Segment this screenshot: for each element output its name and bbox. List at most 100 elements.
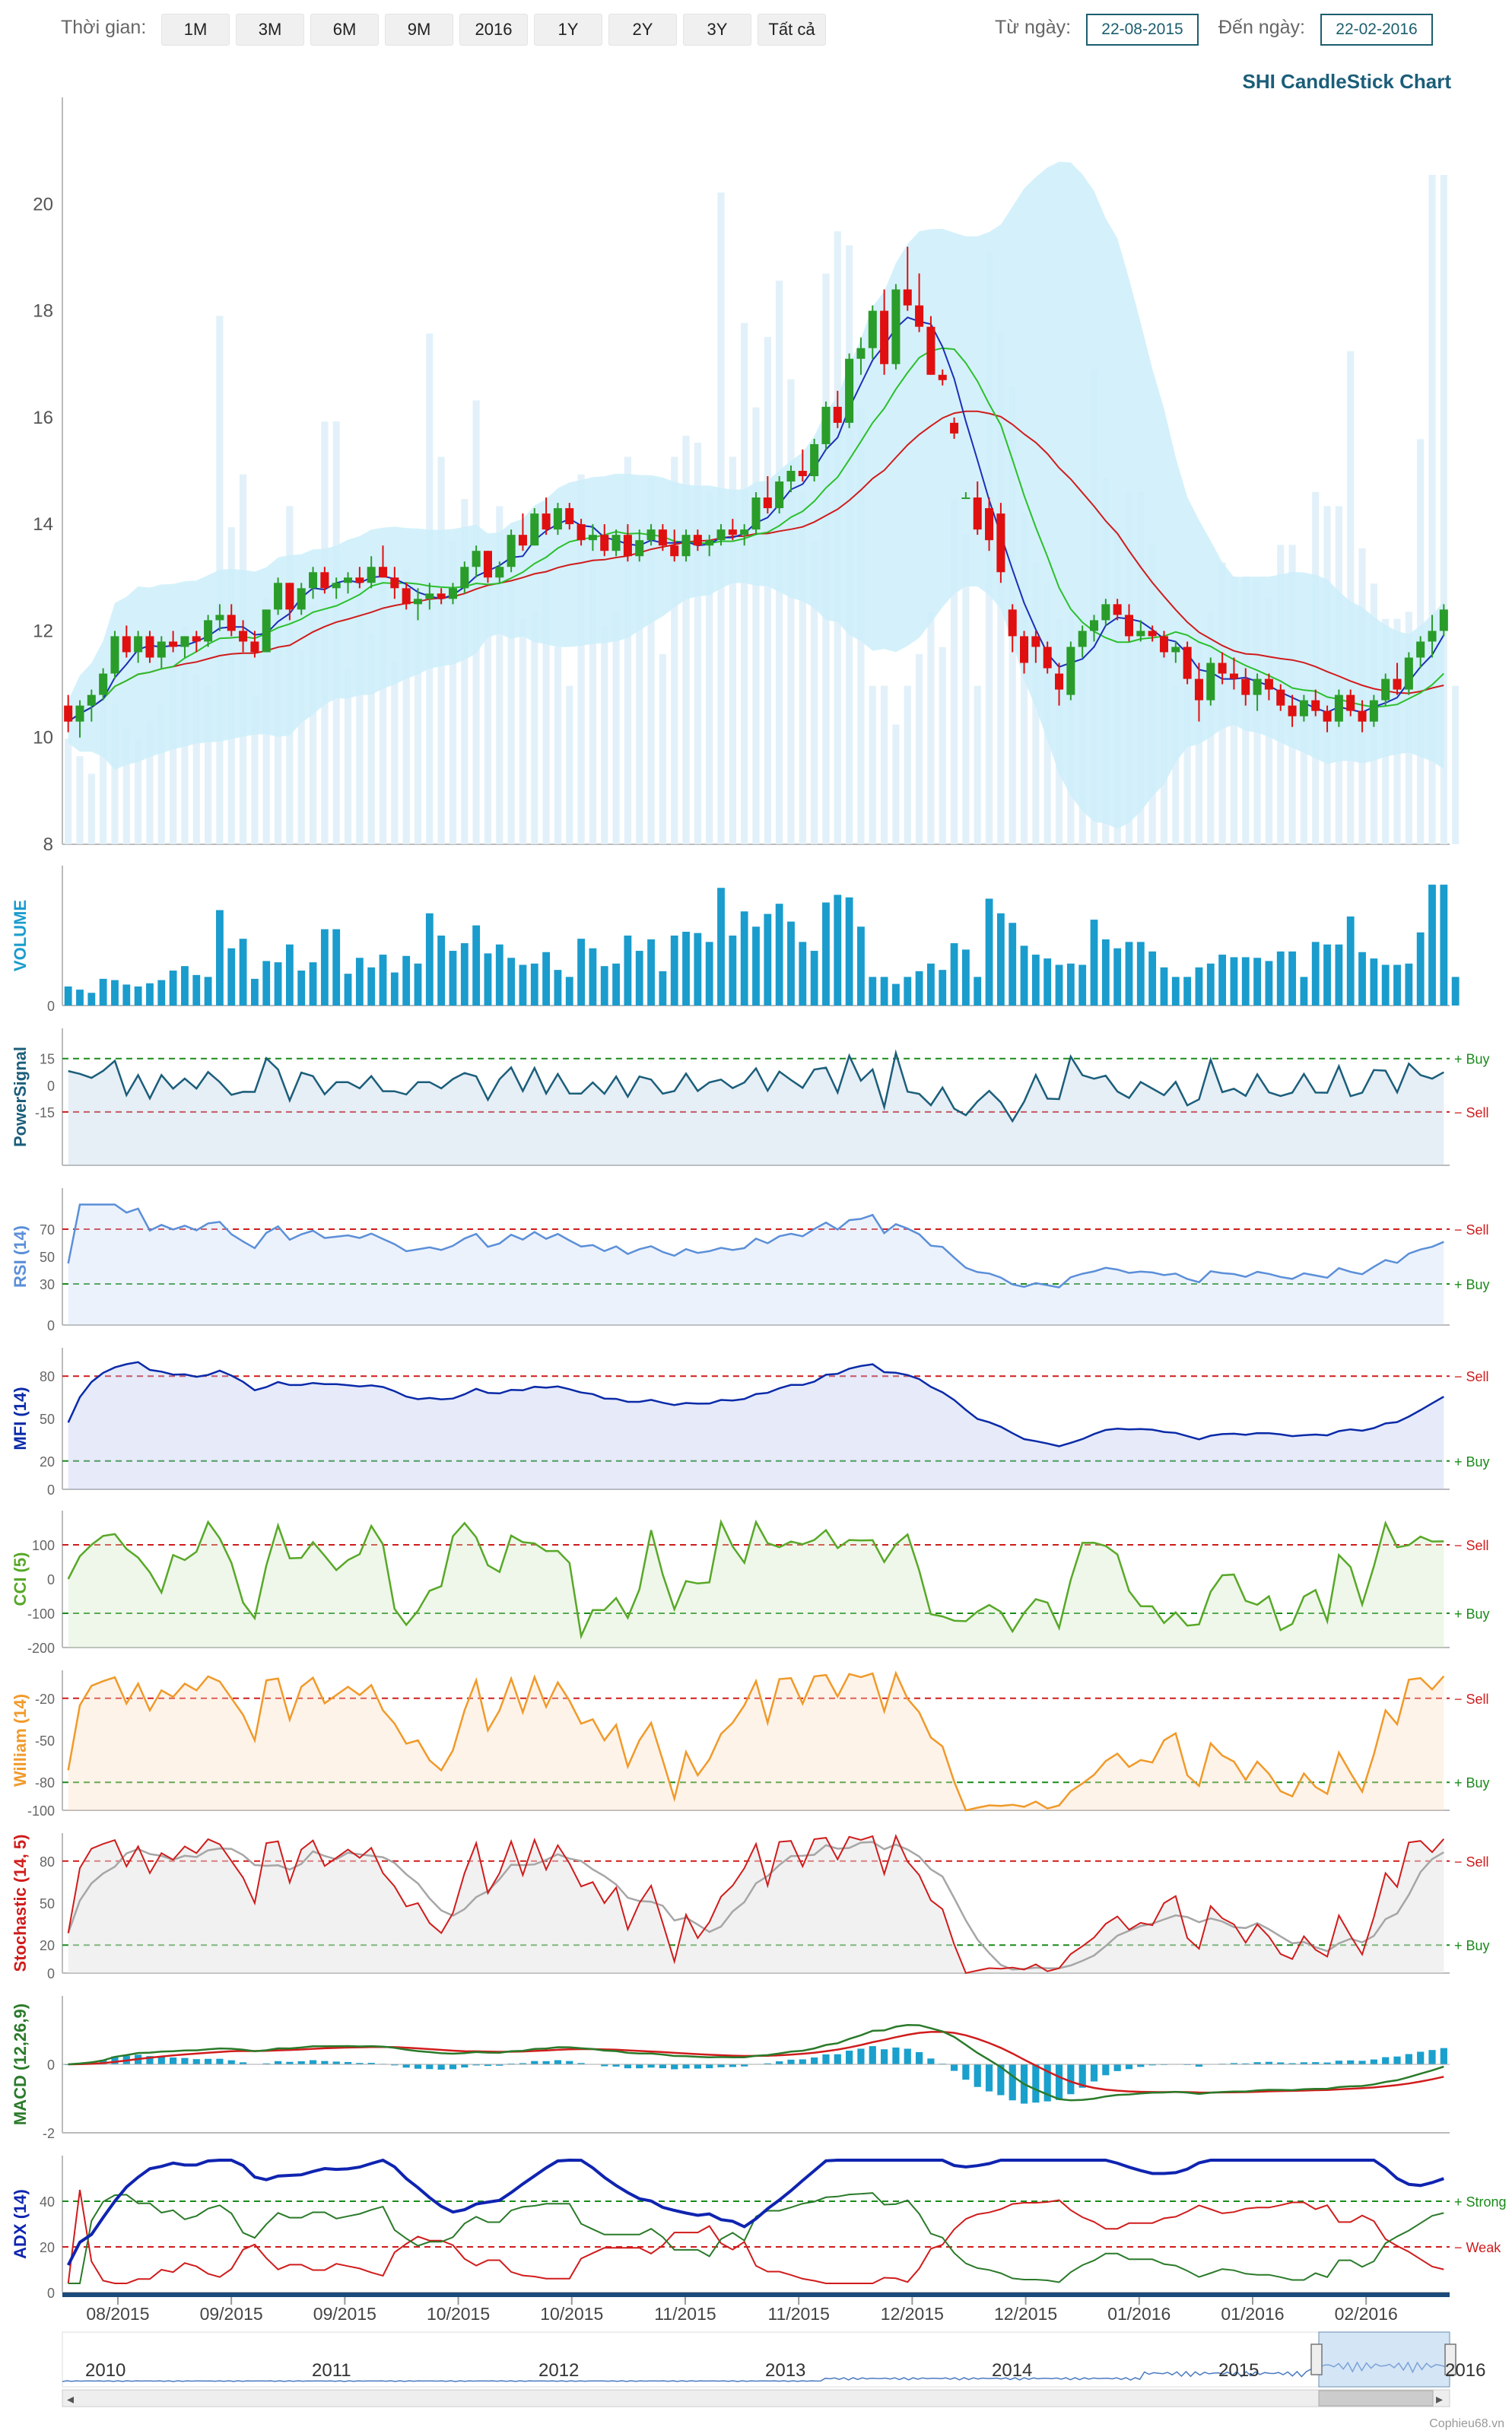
level-label-buy: + Buy (1454, 1775, 1490, 1791)
scrollbar-right-arrow-icon: ▸ (1436, 2391, 1443, 2407)
price-volume-bar (554, 647, 562, 844)
navigator-year-label: 2010 (85, 2360, 125, 2381)
range-1y-button[interactable]: 1Y (534, 14, 602, 46)
to-date-input[interactable]: 22-02-2016 (1320, 14, 1433, 46)
volume-bar (752, 926, 760, 1006)
volume-bar (904, 977, 912, 1006)
candle-body (1381, 678, 1390, 701)
candle-body (1206, 663, 1215, 701)
macd-histogram-bar (881, 2049, 888, 2064)
level-label-buy: + Buy (1454, 1052, 1490, 1067)
price-volume-bar (251, 696, 259, 844)
range-6m-button[interactable]: 6M (310, 14, 379, 46)
macd-histogram-bar (192, 2059, 200, 2064)
range-9m-button[interactable]: 9M (385, 14, 453, 46)
macd-histogram-bar (1125, 2064, 1133, 2070)
macd-histogram-bar (332, 2061, 340, 2064)
indicator-tick-label: 0 (47, 1572, 55, 1587)
price-tick-label: 16 (33, 408, 53, 428)
macd-histogram-bar (776, 2061, 783, 2064)
volume-bar (1160, 967, 1168, 1006)
x-tick-label: 09/2015 (313, 2304, 376, 2324)
candle-body (472, 551, 481, 567)
range-1m-button[interactable]: 1M (161, 14, 230, 46)
indicator-name-label: William (14) (11, 1694, 30, 1787)
volume-bar (87, 993, 96, 1006)
william-area (68, 1673, 1444, 1810)
price-volume-bar (577, 474, 585, 844)
x-tick-label: 11/2015 (767, 2304, 829, 2324)
candle-body (1276, 689, 1285, 706)
from-date-input[interactable]: 22-08-2015 (1086, 14, 1199, 46)
range-3m-button[interactable]: 3M (236, 14, 304, 46)
price-tick-label: 18 (33, 301, 53, 322)
volume-bar (845, 897, 853, 1006)
candle-body (169, 641, 178, 647)
range-3y-button[interactable]: 3Y (683, 14, 751, 46)
price-volume-bar (379, 562, 387, 844)
indicator-name-label: PowerSignal (11, 1047, 30, 1147)
range-2y-button[interactable]: 2Y (608, 14, 677, 46)
macd-histogram-bar (682, 2064, 690, 2069)
indicator-name-label: MFI (14) (11, 1387, 30, 1450)
candle-body (996, 513, 1005, 573)
volume-bar (996, 913, 1005, 1006)
candle-body (926, 326, 935, 375)
candle-body (961, 497, 970, 500)
scrollbar-thumb (1318, 2390, 1434, 2407)
price-tick-label: 14 (33, 514, 53, 535)
range-2016-button[interactable]: 2016 (459, 14, 528, 46)
macd-histogram-bar (1312, 2062, 1320, 2064)
candle-body (285, 583, 294, 610)
x-tick-label: 08/2015 (86, 2304, 149, 2324)
price-volume-bar (939, 647, 946, 844)
macd-histogram-bar (1253, 2062, 1261, 2064)
volume-bar (565, 977, 573, 1006)
candle-body (297, 588, 306, 610)
candle-body (880, 310, 889, 364)
price-volume-bar (76, 756, 84, 844)
price-volume-bar (507, 580, 515, 844)
price-volume-bar (881, 685, 888, 844)
indicator-tick-label: -15 (35, 1105, 55, 1120)
level-label-buy: + Buy (1454, 1454, 1490, 1470)
candle-body (157, 641, 166, 658)
macd-histogram-bar (787, 2059, 795, 2064)
macd-histogram-bar (1102, 2064, 1110, 2076)
volume-bar (1370, 958, 1378, 1006)
volume-bar (519, 964, 527, 1006)
candle-body (75, 705, 84, 722)
macd-histogram-bar (857, 2048, 865, 2064)
stochastic-k-line (67, 1833, 1445, 1975)
candle-body (204, 620, 213, 642)
candle-body (716, 529, 726, 541)
volume-bar (1206, 963, 1215, 1006)
mfi-area (68, 1362, 1444, 1489)
range-all-button[interactable]: Tất cả (758, 14, 826, 46)
volume-bar (892, 983, 900, 1006)
indicator-tick-label: 50 (40, 1896, 55, 1911)
price-volume-bar (659, 653, 666, 844)
from-date-label: Từ ngày: (995, 17, 1072, 38)
volume-bar (740, 911, 748, 1006)
price-volume-bar (309, 605, 317, 844)
volume-bar (694, 933, 702, 1006)
chart-title: SHI CandleStick Chart (1242, 70, 1451, 93)
level-label-sell: − Sell (1454, 1222, 1489, 1238)
x-tick-label: 10/2015 (540, 2304, 603, 2324)
macd-histogram-bar (1323, 2062, 1331, 2064)
macd-histogram-bar (531, 2061, 538, 2064)
volume-bar (799, 942, 807, 1006)
indicator-name-label: CCI (5) (11, 1552, 30, 1606)
macd-histogram-bar (1347, 2060, 1355, 2064)
candle-body (810, 443, 819, 477)
candle-body (1136, 631, 1145, 637)
navigator-series-line (62, 2361, 1450, 2382)
volume-bar (1009, 923, 1017, 1006)
volume-bar (1043, 958, 1052, 1006)
navigator-year-label: 2011 (312, 2360, 351, 2381)
macd-histogram-bar (997, 2064, 1005, 2096)
candle-body (274, 583, 283, 610)
price-volume-bar (589, 527, 597, 844)
